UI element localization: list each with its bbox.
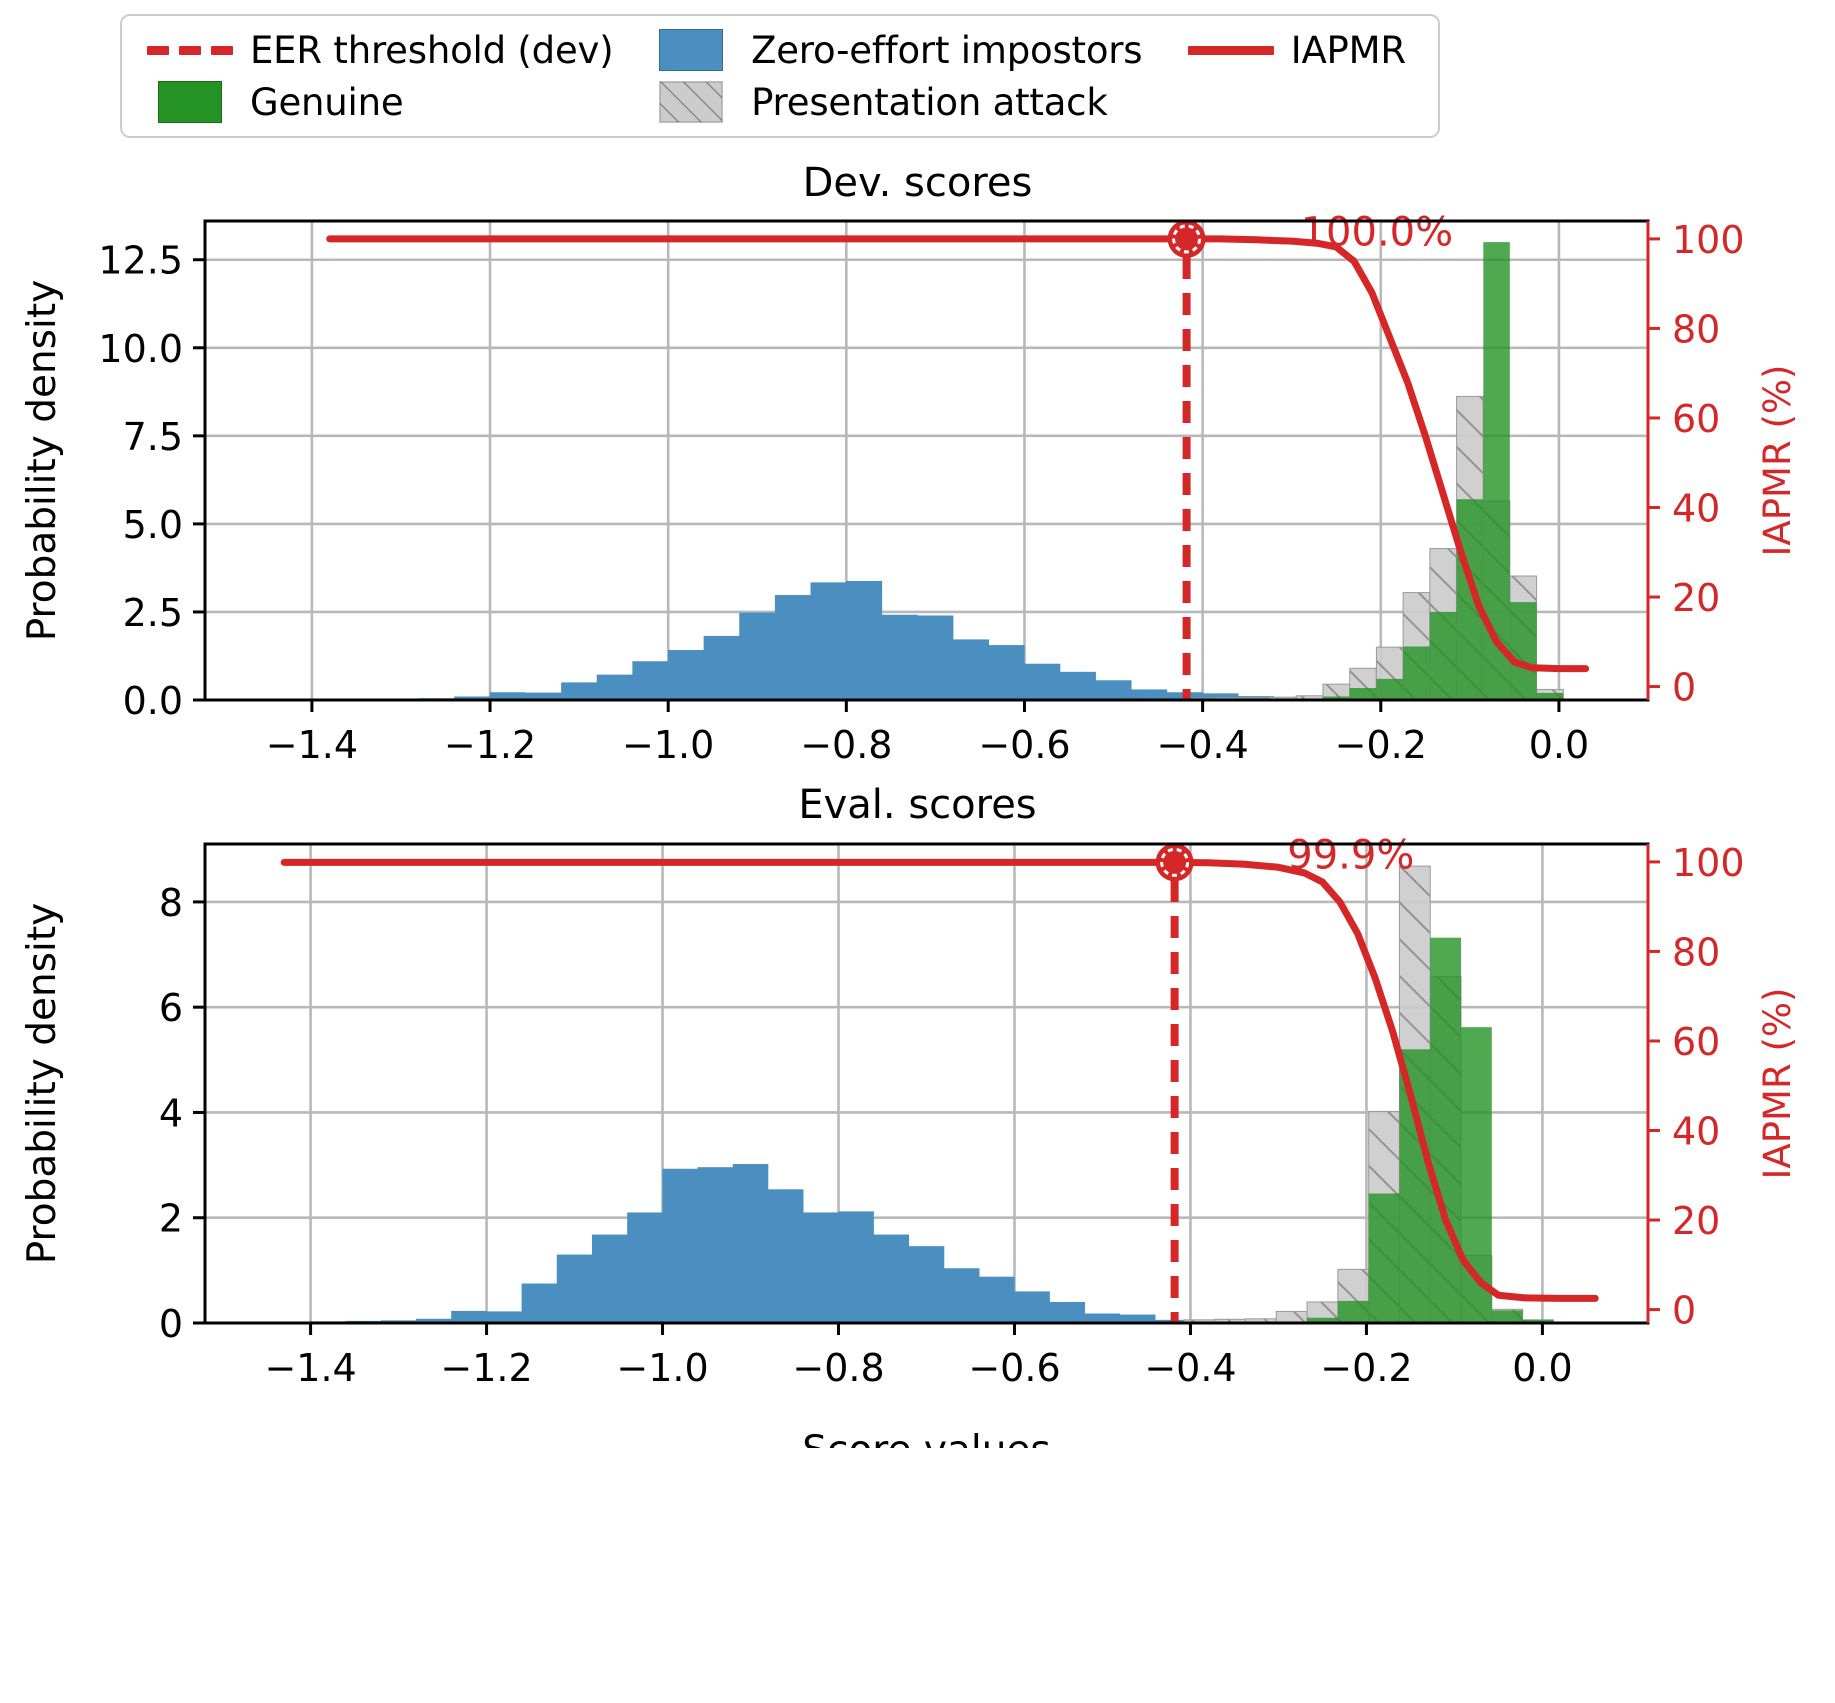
y2-tick-label: 0: [1672, 666, 1696, 710]
y-tick-label: 0: [159, 1302, 183, 1346]
y2-tick-label: 60: [1672, 1020, 1720, 1064]
x-tick-label: −1.2: [444, 723, 536, 765]
dev-scores-chart: 100.0% −1.4 −1.2 −1.0 −0.8 −0.6 −0.4 −0.2 0.0 0.0…: [20, 210, 1799, 765]
hatched-patch-icon: [645, 81, 737, 123]
y-axis-title: Probability density: [20, 903, 65, 1265]
legend-label-genuine: Genuine: [250, 80, 404, 124]
dashed-line-icon: [144, 30, 236, 70]
y-tick-label: 0.0: [123, 679, 183, 723]
eval-scores-chart: 99.9% −1.4 −1.2 −1.0 −0.8 −0.6 −0.4 −0.2 0.0 0 2 4 6…: [20, 833, 1799, 1448]
y2-tick-label: 40: [1672, 1110, 1720, 1154]
x-tick-label: −1.4: [264, 1346, 356, 1390]
y2-axis-title: IAPMR (%): [1756, 988, 1799, 1180]
x-axis-title: Score values: [802, 1428, 1050, 1448]
y2-tick-label: 80: [1672, 307, 1720, 351]
chart-legend: EER threshold (dev) Zero-effort impostor…: [120, 14, 1440, 138]
legend-row-1: EER threshold (dev) Zero-effort impostor…: [144, 24, 1416, 76]
x-tick-label: −1.0: [616, 1346, 708, 1390]
y-tick-label: 7.5: [123, 415, 183, 459]
legend-label-eer-threshold: EER threshold (dev): [250, 28, 614, 72]
legend-entry-zero-effort-impostors: Zero-effort impostors: [645, 29, 1185, 72]
y2-tick-label: 0: [1672, 1289, 1696, 1333]
y-tick-label: 2.5: [123, 591, 183, 635]
x-tick-label: −0.2: [1320, 1346, 1412, 1390]
legend-entry-iapmr: IAPMR: [1185, 29, 1416, 72]
dev-chart-title: Dev. scores: [802, 160, 1033, 206]
y-axis-title: Probability density: [20, 280, 65, 642]
y2-tick-label: 60: [1672, 397, 1720, 441]
y-tick-label: 6: [159, 986, 183, 1030]
x-tick-label: −0.8: [800, 723, 892, 765]
x-tick-label: 0.0: [1529, 723, 1589, 765]
y-tick-label: 5.0: [123, 503, 183, 547]
y-tick-label: 2: [159, 1197, 183, 1241]
x-tick-label: −0.4: [1144, 1346, 1236, 1390]
legend-row-2: Genuine Presentation attack: [144, 76, 1416, 128]
legend-label-iapmr: IAPMR: [1290, 28, 1406, 72]
x-tick-label: −0.8: [792, 1346, 884, 1390]
x-tick-label: −0.2: [1335, 723, 1427, 765]
x-tick-label: −0.4: [1156, 723, 1248, 765]
y2-tick-label: 40: [1672, 487, 1720, 531]
y2-axis-title: IAPMR (%): [1756, 365, 1799, 557]
y-tick-label: 8: [159, 881, 183, 925]
solid-line-icon: [1185, 30, 1277, 70]
eval-chart-title: Eval. scores: [798, 782, 1037, 828]
iapmr-annotation: 100.0%: [1301, 210, 1454, 256]
y2-tick-label: 100: [1672, 218, 1745, 262]
x-tick-label: −1.0: [622, 723, 714, 765]
y2-tick-label: 20: [1672, 1199, 1720, 1243]
x-tick-label: −0.6: [968, 1346, 1060, 1390]
x-tick-label: 0.0: [1512, 1346, 1572, 1390]
green-patch-icon: [144, 81, 236, 123]
legend-entry-genuine: Genuine: [144, 81, 645, 124]
legend-entry-eer-threshold: EER threshold (dev): [144, 29, 645, 72]
y2-tick-label: 100: [1672, 841, 1745, 885]
legend-label-presentation-attack: Presentation attack: [751, 80, 1108, 124]
legend-entry-presentation-attack: Presentation attack: [645, 81, 1185, 124]
y2-tick-label: 20: [1672, 576, 1720, 620]
y-tick-label: 12.5: [98, 239, 183, 283]
x-tick-label: −0.6: [978, 723, 1070, 765]
blue-patch-icon: [645, 29, 737, 71]
legend-label-zero-effort-impostors: Zero-effort impostors: [751, 28, 1143, 72]
x-tick-label: −1.2: [440, 1346, 532, 1390]
y-tick-label: 10.0: [98, 327, 183, 371]
y2-tick-label: 80: [1672, 930, 1720, 974]
iapmr-annotation: 99.9%: [1287, 833, 1414, 879]
y-tick-label: 4: [159, 1091, 183, 1135]
x-tick-label: −1.4: [266, 723, 358, 765]
